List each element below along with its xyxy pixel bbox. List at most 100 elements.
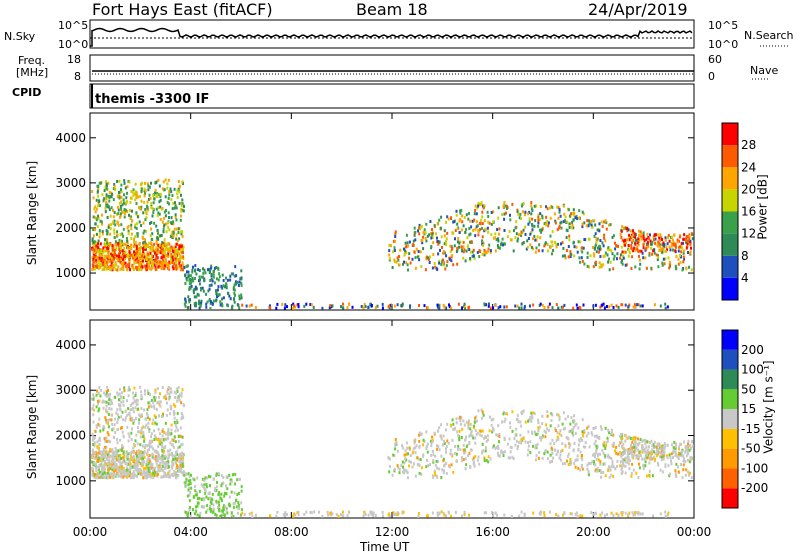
data-cell [194, 489, 197, 493]
data-cell [405, 441, 408, 445]
data-cell [652, 456, 655, 460]
data-cell [152, 476, 155, 480]
data-cell [133, 240, 136, 243]
data-cell [193, 302, 196, 306]
data-cell [181, 413, 184, 417]
data-cell [116, 428, 119, 432]
data-cell [467, 454, 470, 458]
data-cell [568, 234, 571, 238]
data-cell [91, 469, 94, 473]
data-cell [559, 214, 562, 218]
data-cell [396, 303, 399, 307]
data-cell [535, 246, 538, 250]
data-cell [672, 242, 675, 246]
data-cell [97, 249, 100, 253]
data-cell [668, 239, 671, 243]
data-cell [294, 513, 297, 517]
data-cell [141, 444, 144, 448]
data-cell [146, 204, 148, 208]
data-cell [95, 455, 98, 459]
data-cell [167, 255, 170, 258]
data-cell [568, 226, 571, 229]
data-cell [150, 475, 153, 479]
data-cell [120, 400, 123, 404]
data-cell [153, 449, 156, 453]
data-cell [174, 215, 177, 219]
data-cell [107, 223, 110, 227]
data-cell [419, 433, 422, 437]
data-cell [178, 237, 181, 241]
data-cell [604, 426, 607, 430]
data-cell [610, 249, 613, 253]
data-cell [98, 466, 100, 470]
data-cell [188, 278, 191, 282]
data-cell [170, 428, 173, 432]
data-cell [154, 398, 157, 402]
data-cell [103, 189, 106, 193]
data-cell [680, 450, 683, 453]
data-cell [575, 458, 578, 462]
data-cell [283, 306, 286, 310]
data-cell [113, 211, 116, 215]
data-cell [627, 305, 630, 309]
data-cell [177, 434, 180, 438]
data-cell [483, 253, 486, 257]
data-cell [192, 279, 195, 283]
data-cell [633, 303, 636, 307]
data-cell [163, 264, 166, 268]
data-cell [590, 223, 593, 227]
data-cell [666, 305, 669, 309]
data-cell [109, 255, 112, 258]
data-cell [582, 246, 585, 250]
data-cell [134, 473, 137, 477]
data-cell [394, 230, 397, 234]
data-cell [178, 465, 180, 469]
data-cell [174, 258, 177, 262]
data-cell [224, 285, 226, 289]
colorbar-segment [722, 277, 738, 300]
data-cell [443, 439, 445, 443]
data-cell [606, 436, 609, 440]
data-cell [497, 237, 500, 241]
data-cell [166, 262, 169, 266]
data-cell [442, 434, 445, 438]
data-cell [476, 431, 479, 435]
data-cell [178, 454, 181, 458]
data-cell [592, 265, 595, 269]
data-cell [163, 238, 166, 242]
data-cell [198, 514, 201, 518]
data-cell [528, 217, 531, 221]
data-cell [199, 278, 201, 282]
data-cell [216, 480, 218, 484]
data-cell [537, 429, 540, 432]
data-cell [105, 449, 107, 453]
data-cell [198, 489, 201, 493]
data-cell [130, 223, 133, 227]
data-cell [96, 444, 99, 448]
ytick-label: 3000 [55, 383, 86, 397]
data-cell [569, 422, 572, 426]
data-cell [532, 303, 535, 307]
data-cell [159, 193, 162, 196]
data-cell [484, 435, 487, 439]
ytick-label: 4000 [55, 338, 86, 352]
data-cell [467, 422, 470, 426]
data-cell [153, 263, 156, 267]
data-cell [233, 300, 236, 304]
data-cell [544, 435, 547, 439]
data-cell [498, 227, 501, 231]
data-cell [135, 195, 138, 199]
data-cell [582, 445, 585, 449]
data-cell [275, 514, 278, 518]
data-cell [176, 465, 179, 469]
data-cell [527, 419, 530, 423]
data-cell [444, 267, 447, 271]
data-cell [96, 465, 99, 469]
data-cell [164, 250, 166, 254]
data-cell [107, 439, 110, 443]
data-cell [443, 513, 446, 517]
data-cell [115, 466, 117, 470]
data-cell [608, 475, 611, 479]
data-cell [447, 217, 450, 221]
data-cell [655, 454, 658, 458]
